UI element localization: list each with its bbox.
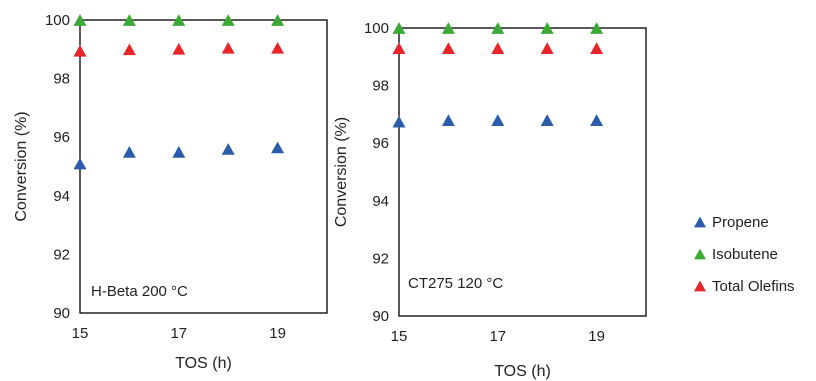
y-tick-label: 96 [372,135,389,152]
isobutene-point [73,14,87,26]
propene-point [221,143,235,155]
propene-point [271,141,285,154]
x-axis-title: TOS (h) [175,355,232,372]
total-olefins-point [540,42,554,55]
left-chart-panel: 90 92 94 96 98 100 15 17 19 TOS (h) Conversion (%)… [13,12,328,372]
total-olefins-point [590,42,604,55]
x-tick-label: 17 [489,328,506,345]
total-olefins-point [441,42,455,55]
isobutene-point [392,22,406,34]
y-tick-label: 90 [53,305,70,322]
propene-point [73,157,87,170]
total-olefins-point [392,42,406,55]
total-olefins-point [271,41,285,54]
y-axis-title: Conversion (%) [13,111,30,221]
propene-point [590,114,604,127]
propene-point [172,146,186,158]
legend-label-propene: Propene [712,214,769,231]
legend-label-isobutene: Isobutene [712,246,778,263]
legend-marker-total-olefins [694,280,706,292]
isobutene-point [221,14,235,26]
condition-annotation: CT275 120 °C [408,275,503,292]
x-axis-title: TOS (h) [494,363,551,380]
isobutene-point [540,22,554,34]
legend-marker-isobutene [694,248,706,260]
propene-point [491,114,505,127]
y-tick-label: 100 [45,12,70,29]
legend-label-total-olefins: Total Olefins [712,278,795,295]
y-tick-label: 92 [53,246,70,263]
total-olefins-point [221,41,235,54]
isobutene-point [122,14,136,26]
total-olefins-point [172,42,186,55]
y-tick-label: 96 [53,129,70,146]
y-tick-label: 94 [53,188,70,205]
y-tick-label: 100 [364,20,389,37]
propene-point [392,115,406,128]
total-olefins-point [491,42,505,55]
x-tick-label: 17 [170,325,187,342]
isobutene-point [491,22,505,34]
propene-point [540,114,554,127]
y-tick-label: 92 [372,250,389,267]
total-olefins-point [122,43,136,56]
legend-marker-propene [694,216,706,228]
y-axis-title: Conversion (%) [333,117,350,227]
isobutene-point [271,14,285,26]
isobutene-point [590,22,604,34]
x-tick-label: 15 [72,325,89,342]
right-chart-panel: 90 92 94 96 98 100 15 17 19 TOS (h) Conversion (%)… [333,20,647,380]
isobutene-point [441,22,455,34]
y-tick-label: 98 [53,71,70,88]
y-tick-label: 90 [372,308,389,325]
propene-point [441,114,455,127]
isobutene-point [172,14,186,26]
condition-annotation: H-Beta 200 °C [91,283,188,300]
legend: Propene Isobutene Total Olefins [694,214,795,295]
propene-point [122,146,136,158]
plot-area-frame [79,19,328,314]
y-tick-label: 94 [372,193,389,210]
total-olefins-point [73,44,87,57]
y-tick-label: 98 [372,78,389,95]
x-tick-label: 15 [391,328,408,345]
x-tick-label: 19 [269,325,286,342]
plot-area-frame [398,27,647,317]
x-tick-label: 19 [588,328,605,345]
